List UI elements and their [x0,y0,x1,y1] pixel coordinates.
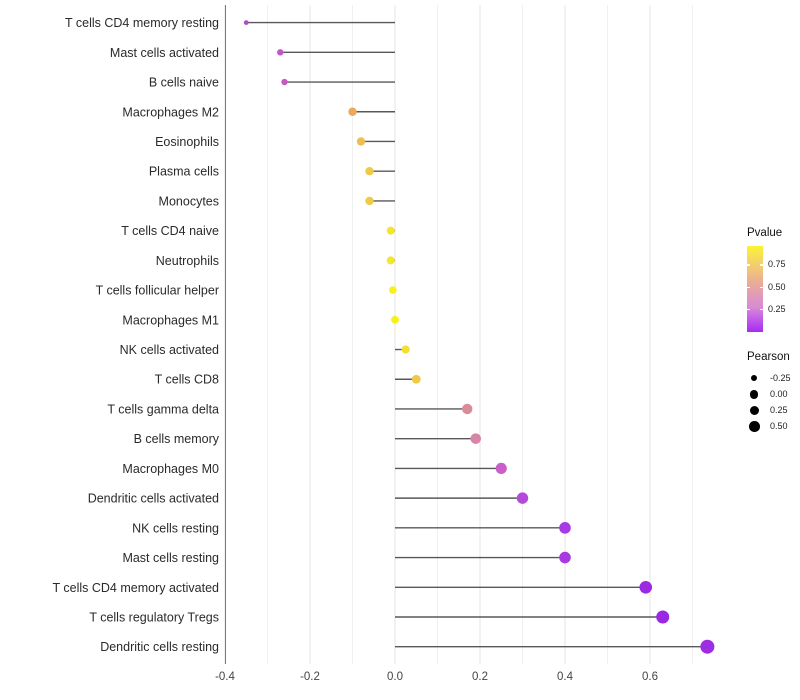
lollipop-dot [462,403,473,415]
lollipop-dot [277,49,284,56]
lollipop-dot [365,196,374,206]
pearson-legend-label: -0.25 [770,372,791,383]
lollipop-dot [559,551,571,564]
y-axis-label: T cells regulatory Tregs [89,611,219,625]
y-axis-label: T cells gamma delta [107,402,219,416]
lollipop-dot [639,580,653,594]
pearson-legend-dot [750,390,759,399]
y-axis-label: Mast cells resting [122,551,219,565]
y-axis-label: Macrophages M0 [122,462,219,476]
y-axis-label: Mast cells activated [110,46,219,60]
y-axis-label: Dendritic cells activated [88,492,219,506]
y-axis-label: B cells naive [149,76,219,90]
lollipop-dot [386,256,395,265]
pearson-legend-dot [748,421,760,433]
x-axis-tick-label: -0.4 [215,671,235,683]
lollipop-dot [356,137,366,146]
lollipop-dot [365,167,374,176]
pearson-legend-dot [749,405,760,416]
y-axis-label: T cells CD4 memory resting [65,16,219,30]
pearson-legend-label: 0.50 [770,421,788,432]
lollipop-dot [495,462,507,474]
pvalue-legend-tick-label: 0.25 [768,303,786,314]
lollipop-dot [516,492,529,504]
lollipop-dot [243,20,249,25]
y-axis-label: Neutrophils [156,254,219,268]
colorbar-tick [760,286,763,289]
pearson-legend-label: 0.00 [770,388,788,399]
y-axis-label: T cells follicular helper [96,284,219,298]
x-axis-tick-label: 0.0 [387,671,403,683]
colorbar-tick [747,308,750,311]
y-axis-label: Monocytes [159,194,219,208]
y-axis-label: B cells memory [134,432,220,446]
y-axis-label: T cells CD4 memory activated [53,581,220,595]
colorbar-tick [747,286,750,289]
lollipop-dot [470,433,482,444]
pvalue-colorbar [747,246,763,332]
lollipop-dot [401,345,410,354]
y-axis-label: NK cells resting [132,521,219,535]
lollipop-dot [391,315,399,324]
lollipop-dot [559,522,571,534]
lollipop-dot [700,639,715,654]
y-axis-label: Macrophages M2 [122,105,219,119]
lollipop-dot [348,107,357,116]
pearson-legend-title: Pearson [747,351,790,363]
lollipop-dot [389,286,397,294]
pvalue-legend-title: Pvalue [747,227,783,239]
x-axis-tick-label: 0.4 [557,671,574,683]
pearson-legend-label: 0.25 [770,405,788,416]
lollipop-dot [386,226,395,235]
y-axis-label: T cells CD4 naive [121,224,219,238]
lollipop-dot [656,610,670,624]
pvalue-legend-tick-label: 0.50 [768,281,786,292]
pvalue-legend-tick-label: 0.75 [768,259,786,270]
y-axis-label: Plasma cells [149,165,219,179]
y-axis-label: Eosinophils [155,135,219,149]
colorbar-tick [760,264,763,266]
y-axis-label: T cells CD8 [155,373,219,387]
pearson-legend-dot [751,375,758,382]
x-axis-tick-label: 0.6 [642,671,658,683]
x-axis-tick-label: 0.2 [472,671,488,683]
lollipop-dot [411,374,421,384]
y-axis-label: NK cells activated [120,343,219,357]
lollipop-dot [281,78,288,86]
colorbar-tick [760,308,763,311]
colorbar-tick [747,264,750,266]
x-axis-tick-label: -0.2 [300,671,320,683]
y-axis-label: Macrophages M1 [122,313,219,327]
y-axis-label: Dendritic cells resting [100,640,219,654]
